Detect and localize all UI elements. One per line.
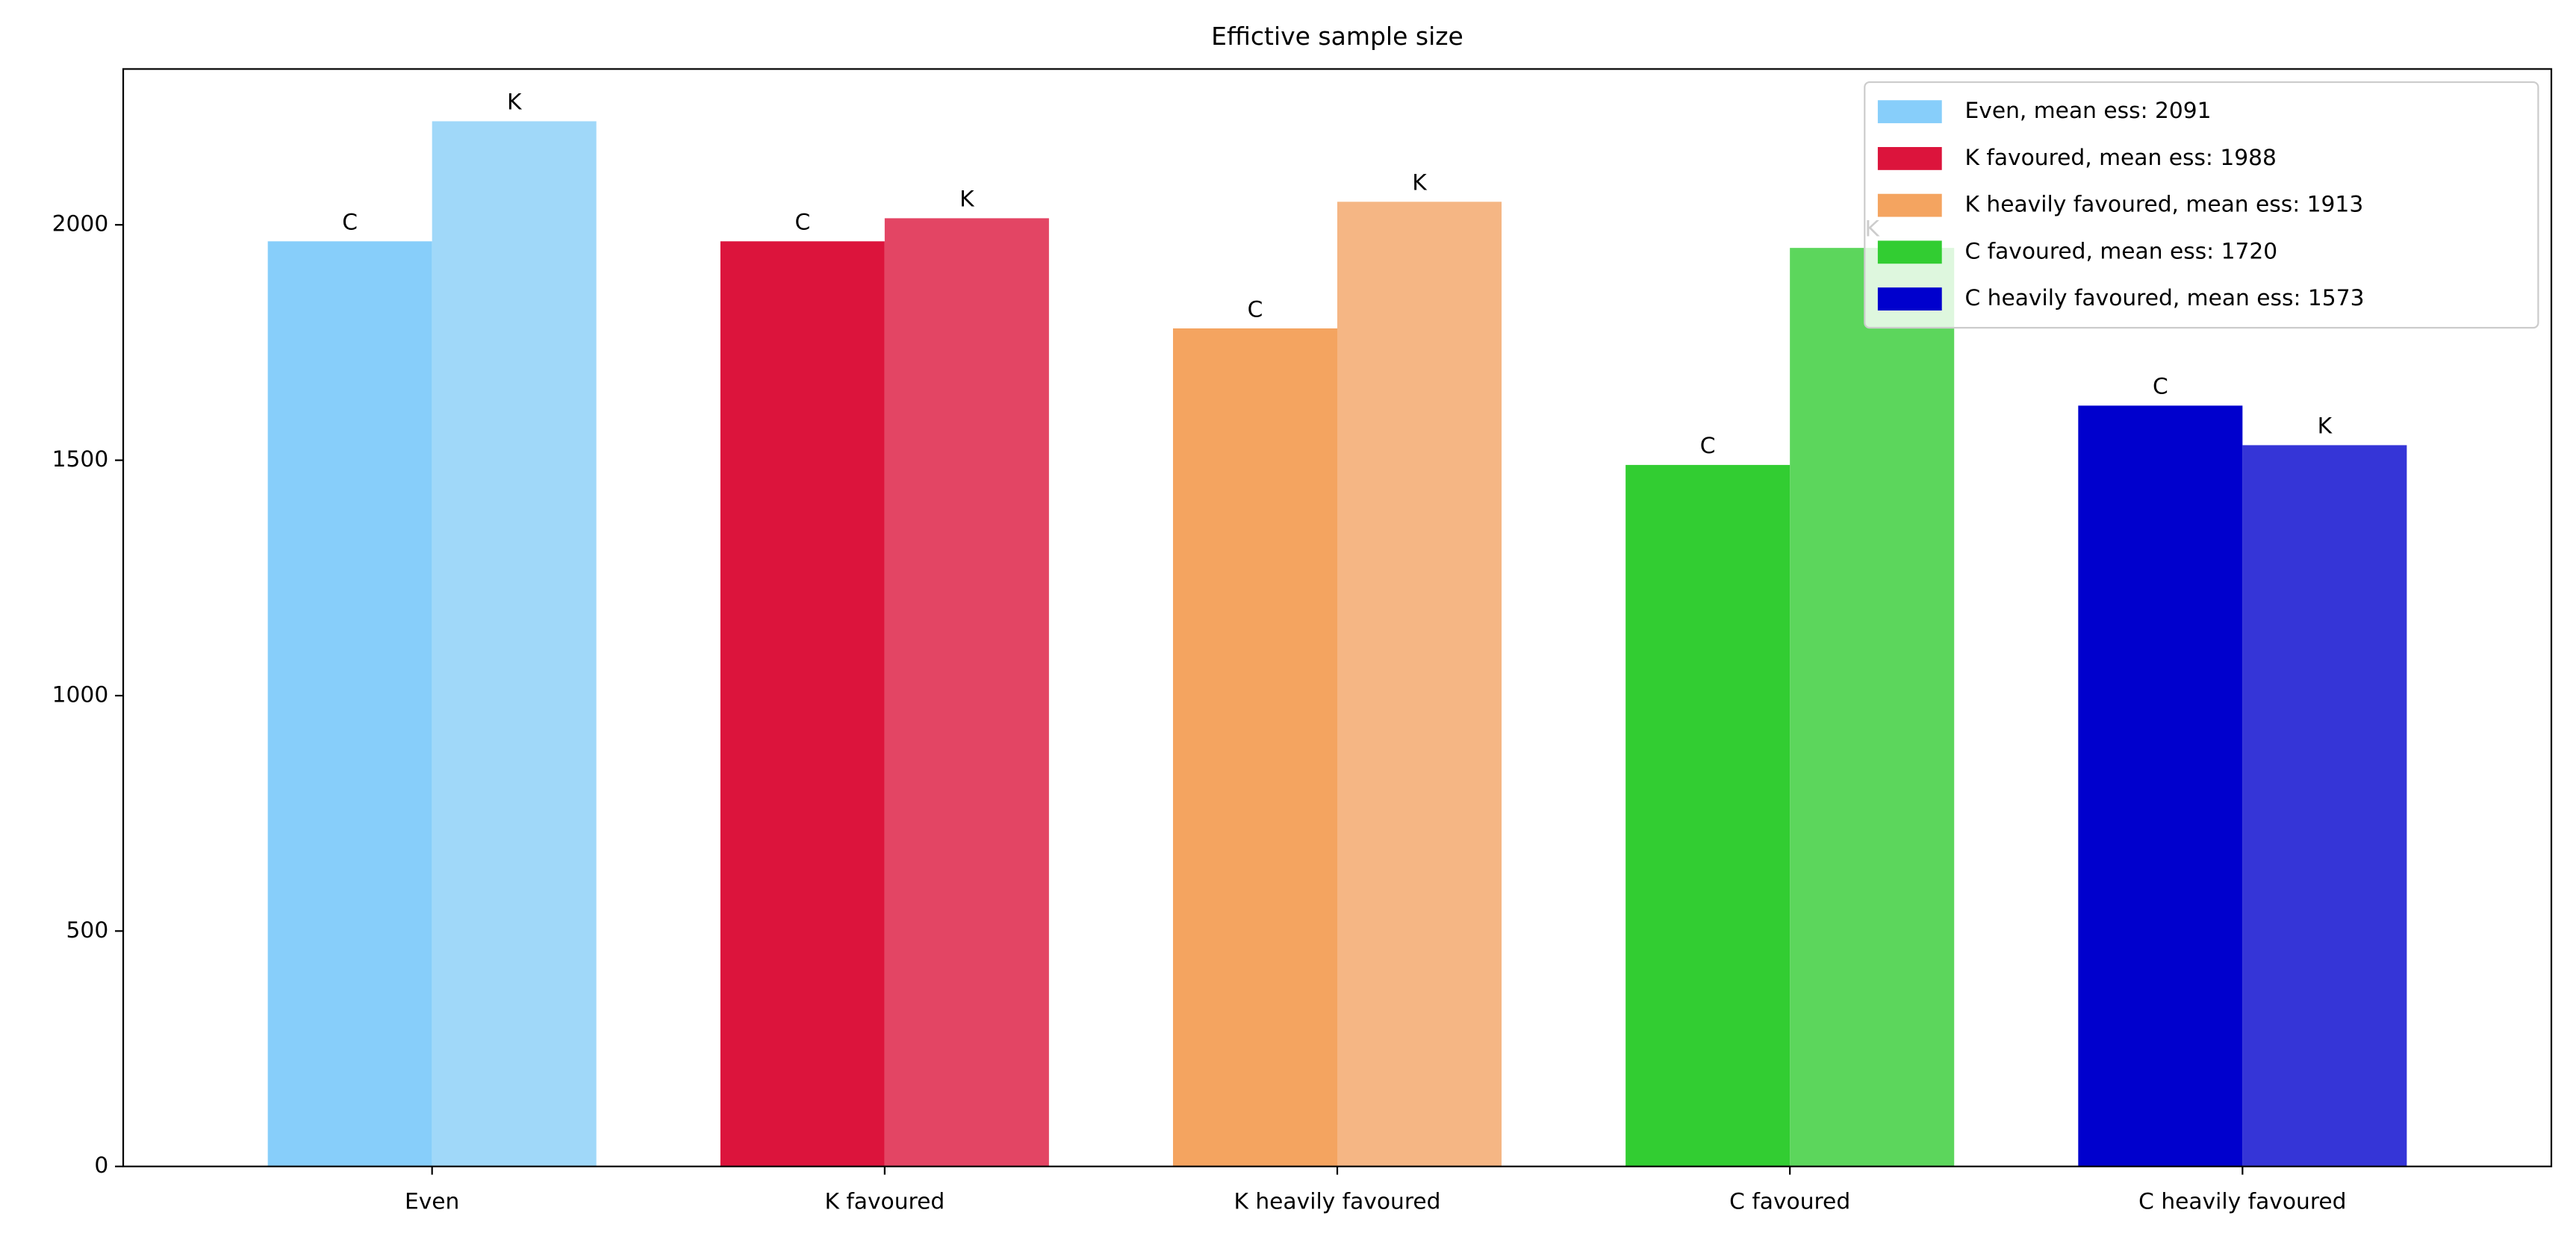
x-tick-label: Even xyxy=(405,1189,459,1215)
legend-label: Even, mean ess: 2091 xyxy=(1965,98,2212,124)
legend-swatch xyxy=(1877,100,1942,124)
bar-label: C xyxy=(1700,433,1716,459)
legend-label: K heavily favoured, mean ess: 1913 xyxy=(1965,192,2364,218)
bar xyxy=(2242,445,2407,1167)
legend-swatch xyxy=(1877,193,1942,217)
x-tick-label: K heavily favoured xyxy=(1233,1189,1440,1215)
bar-label: K xyxy=(959,187,975,213)
bar-label: C xyxy=(2153,374,2168,400)
bar xyxy=(884,218,1049,1167)
bar-label: C xyxy=(1248,296,1263,322)
bar-label: C xyxy=(342,210,358,236)
bar xyxy=(1172,328,1338,1167)
y-tick-label: 0 xyxy=(94,1152,108,1179)
bar xyxy=(267,241,432,1167)
x-tick-label: C heavily favoured xyxy=(2138,1189,2346,1215)
bar xyxy=(2078,405,2243,1167)
legend-box xyxy=(1864,81,2539,329)
bar-label: K xyxy=(507,90,523,116)
bar xyxy=(1790,248,1955,1167)
bar xyxy=(1337,202,1502,1167)
legend-label: K favoured, mean ess: 1988 xyxy=(1965,145,2277,171)
y-tick-label: 1500 xyxy=(52,446,109,472)
legend-swatch xyxy=(1877,287,1942,310)
legend-swatch xyxy=(1877,240,1942,264)
legend-swatch xyxy=(1877,146,1942,170)
bar-label: C xyxy=(794,210,810,236)
bar xyxy=(1625,464,1791,1167)
bar xyxy=(432,121,597,1167)
legend-label: C favoured, mean ess: 1720 xyxy=(1965,238,2278,264)
chart-title: Effictive sample size xyxy=(1211,22,1463,51)
y-tick-label: 500 xyxy=(66,917,109,943)
x-tick-label: C favoured xyxy=(1729,1189,1850,1215)
x-tick-label: K favoured xyxy=(824,1189,945,1215)
bar-label: K xyxy=(2318,414,2333,440)
legend-label: C heavily favoured, mean ess: 1573 xyxy=(1965,285,2365,311)
y-tick-label: 2000 xyxy=(52,211,109,237)
y-tick-label: 1000 xyxy=(52,681,109,708)
bar-label: K xyxy=(1412,170,1428,196)
plot-frame xyxy=(122,68,2553,1167)
bar xyxy=(720,241,885,1167)
